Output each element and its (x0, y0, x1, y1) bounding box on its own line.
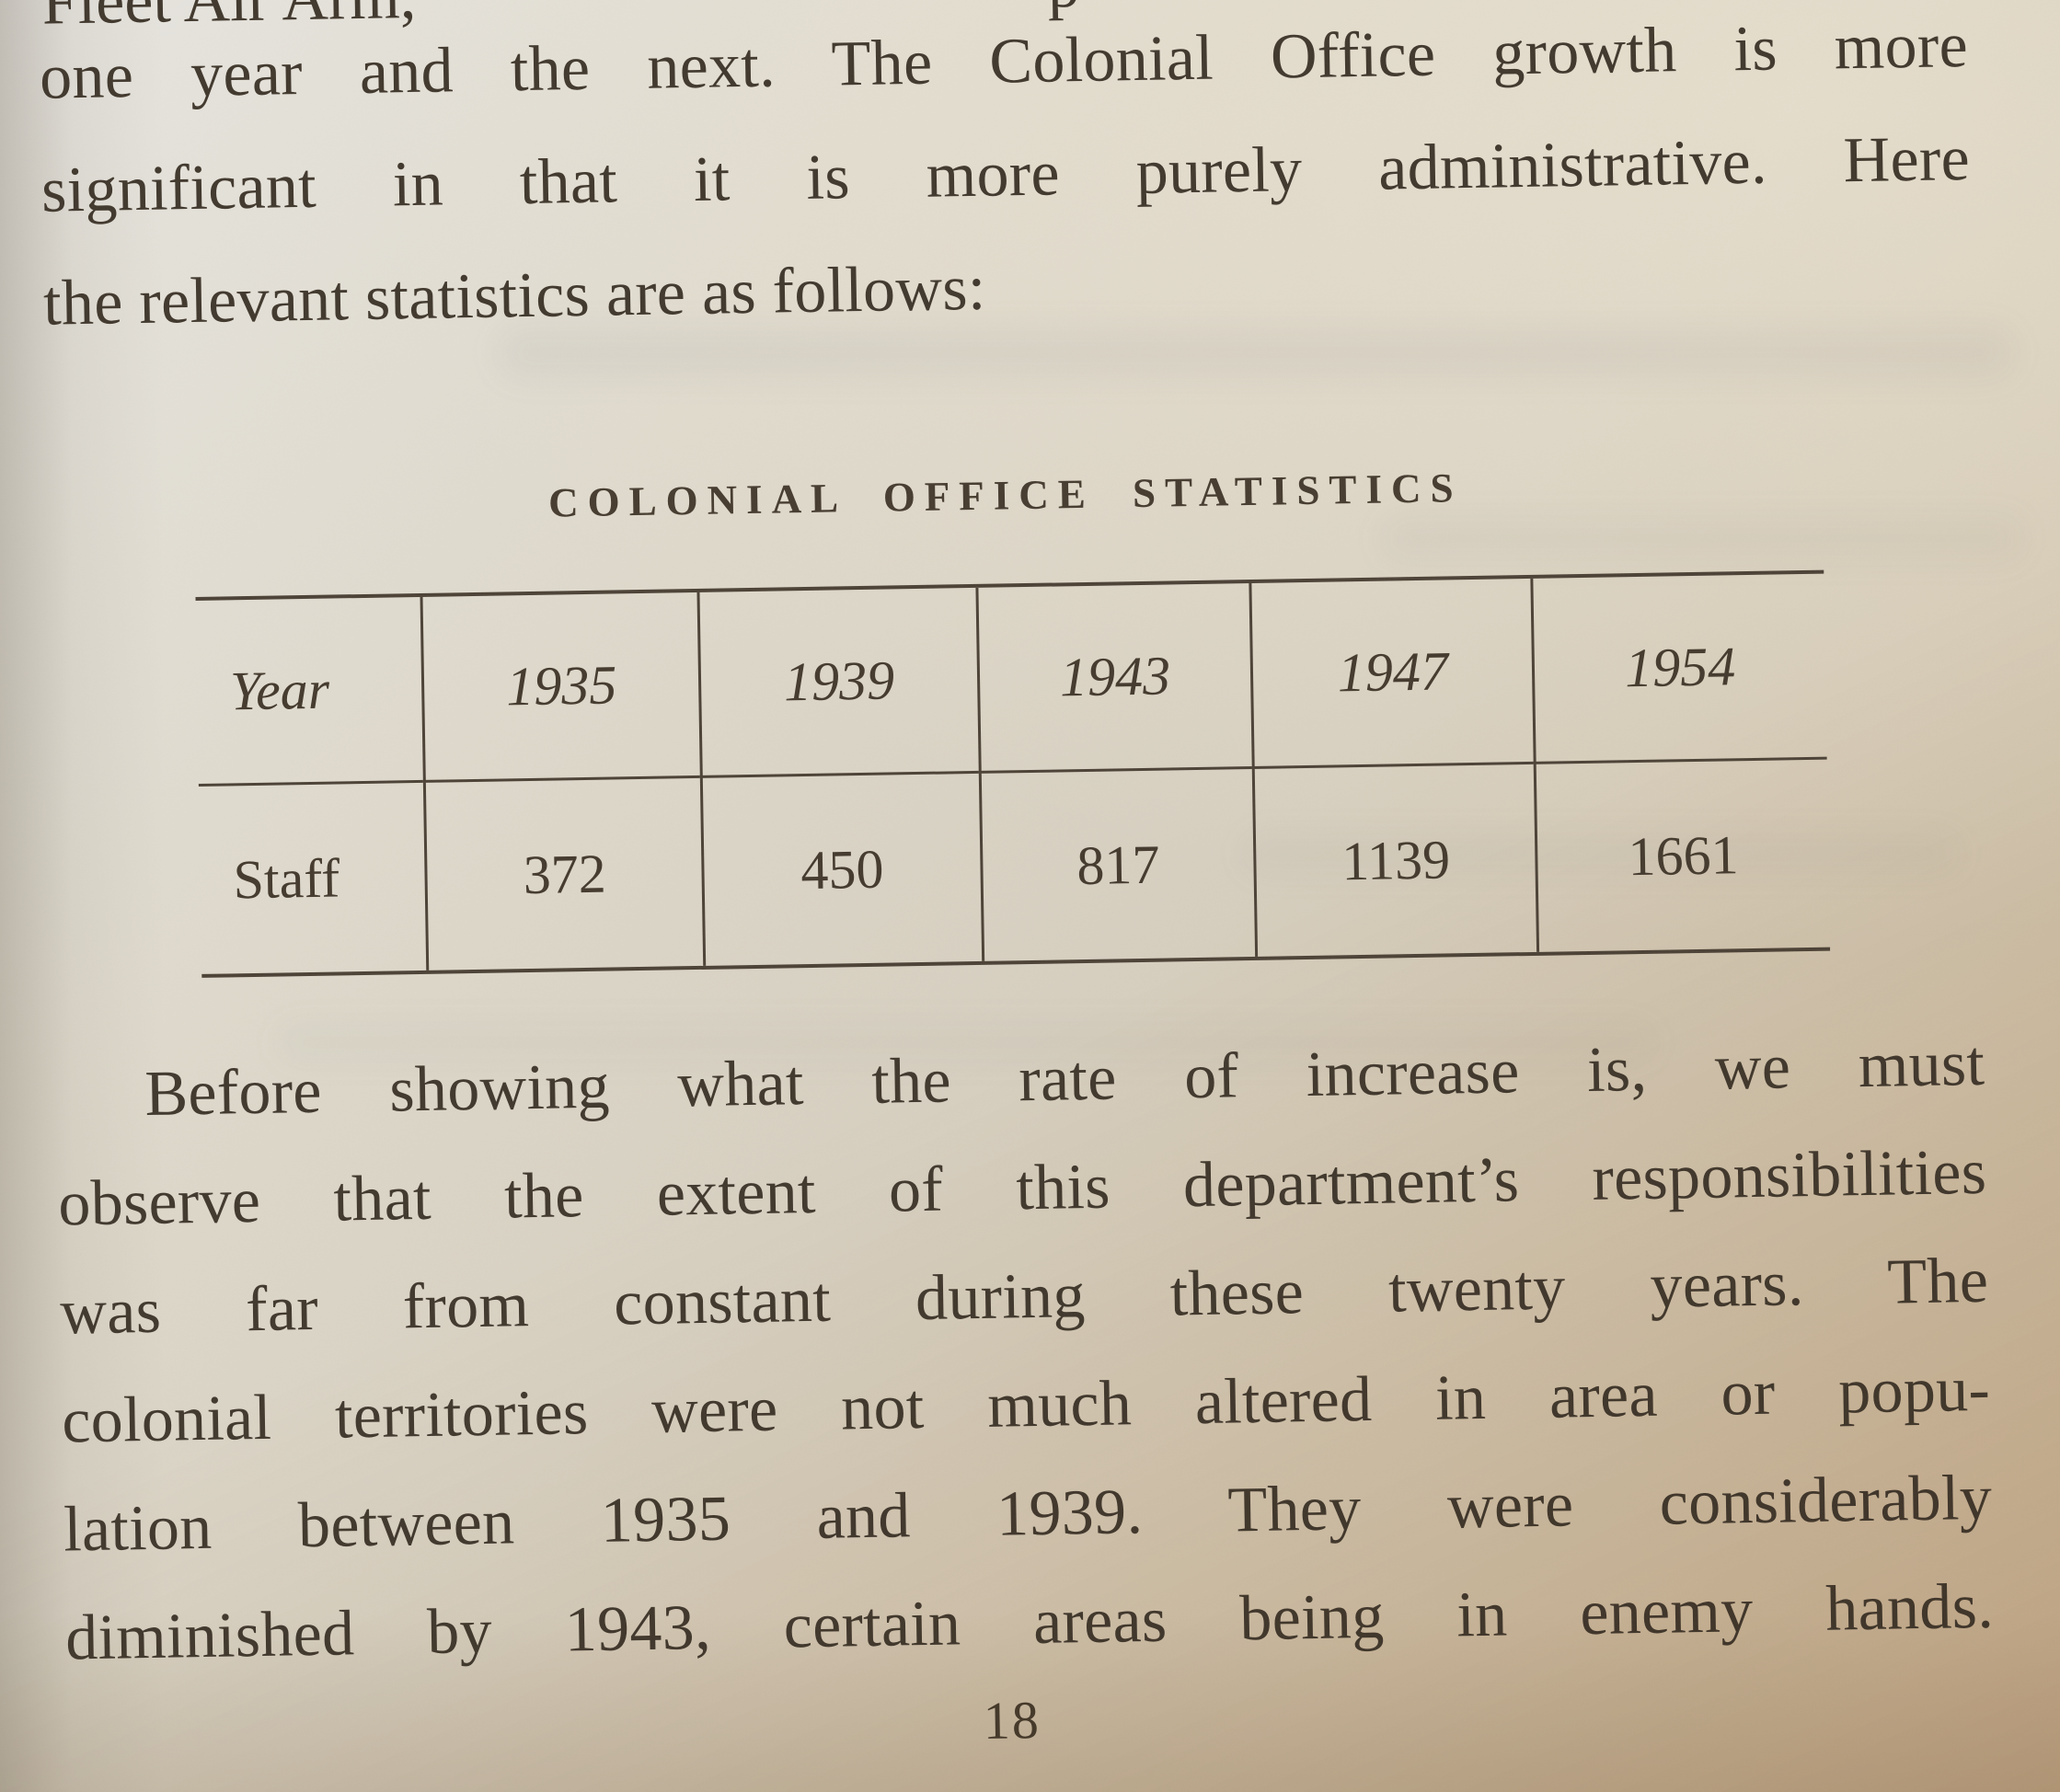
table-staff-label: Staff (233, 846, 340, 910)
paragraph-2-line-2: observe that the extent of this departme… (57, 1136, 1987, 1240)
paragraph-2-line-1: Before showing what the rate of increase… (144, 1028, 1985, 1130)
paragraph-2-line-6: diminished by 1943, certain areas being … (64, 1570, 1995, 1674)
table-header-1939: 1939 (696, 587, 979, 778)
paragraph-2-line-5: lation between 1935 and 1939. They were … (63, 1462, 1993, 1566)
table-header-1935: 1935 (420, 592, 700, 783)
table-header-year-label: Year (195, 596, 424, 787)
table-staff-1947: 1139 (1251, 764, 1537, 957)
paragraph-2-line-4: colonial territories were not much alter… (61, 1353, 1991, 1457)
page-number: 18 (983, 1689, 1042, 1751)
paragraph-2-line-3: was far from constant during these twent… (59, 1245, 1989, 1349)
clipped-top-line-descender: p (1047, 0, 1080, 22)
paragraph-1-line-3: the relevant statistics are as follows: (42, 252, 987, 339)
table-header-1943: 1943 (975, 583, 1252, 774)
paragraph-1-line-2: significant in that it is more purely ad… (40, 122, 1971, 226)
table-header-1954: 1954 (1530, 573, 1827, 764)
table-staff-1939: 450 (699, 773, 982, 966)
clipped-top-line-left: Fleet Air Arm, (41, 0, 417, 39)
table-staff-1954: 1661 (1534, 759, 1830, 952)
table-staff-1943: 817 (978, 768, 1256, 961)
table-staff-1935: 372 (423, 777, 704, 971)
table-header-1947: 1947 (1249, 578, 1535, 769)
colonial-office-statistics-table: Year 1935 1939 1943 1947 1954 Staff 372 … (195, 569, 1831, 978)
table-title: COLONIAL OFFICE STATISTICS (547, 465, 1463, 526)
